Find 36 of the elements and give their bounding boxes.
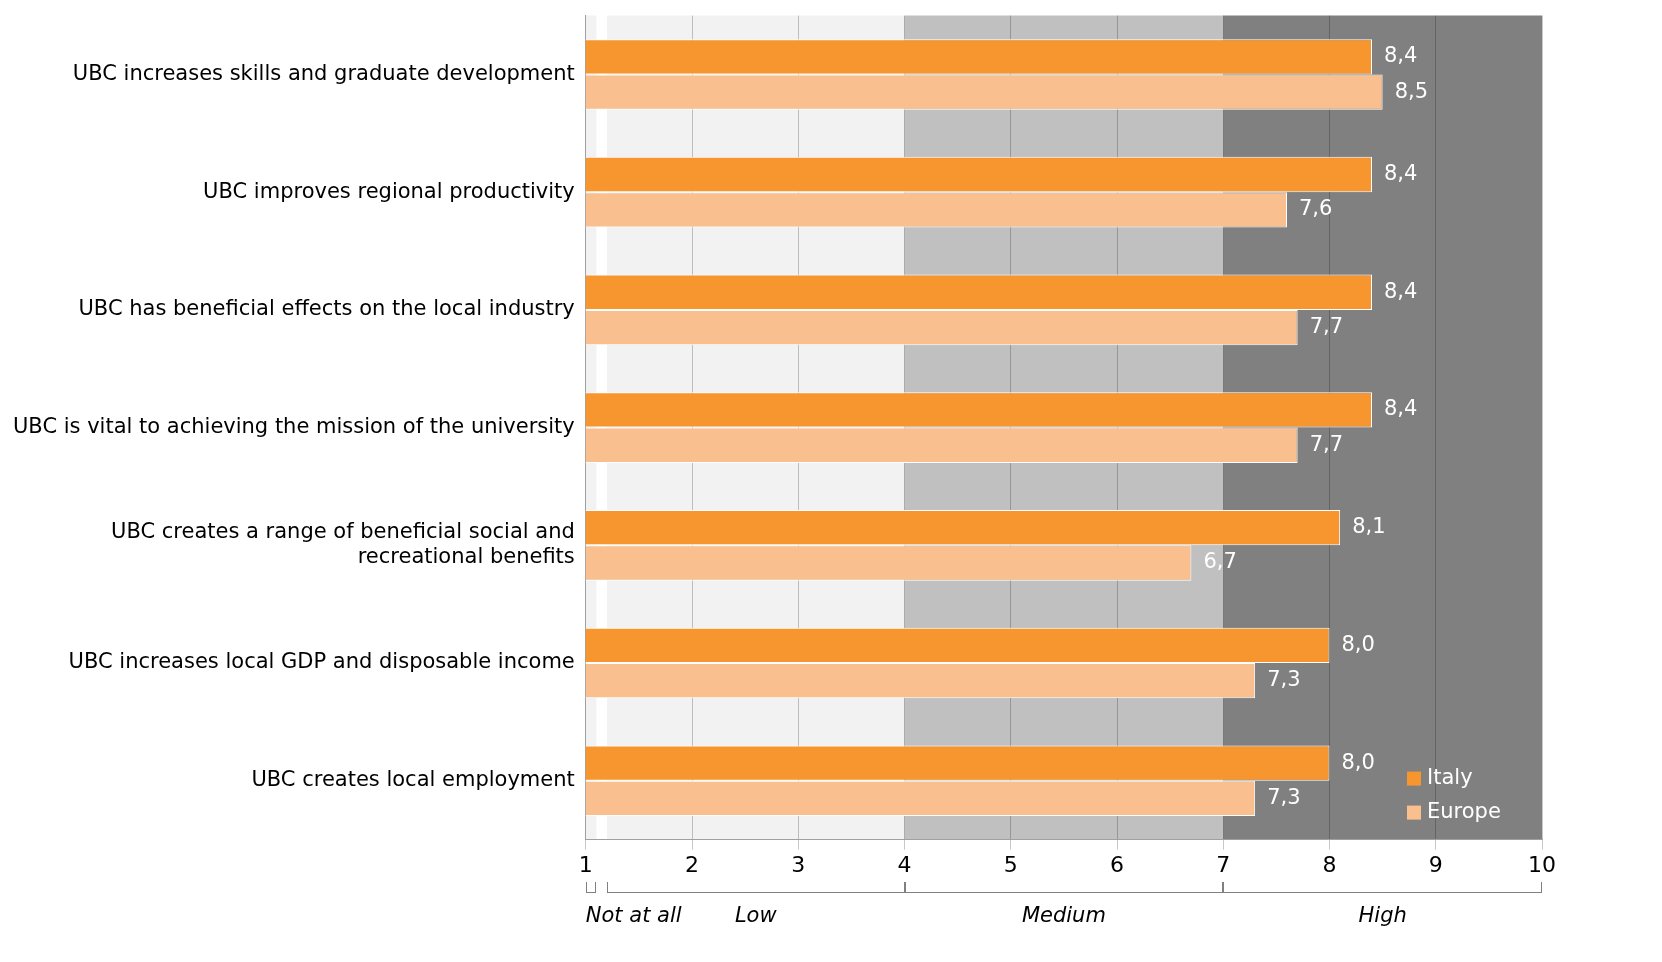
data-label: 7,3 xyxy=(1267,784,1301,809)
band-label: Medium xyxy=(1021,902,1106,927)
data-label: 7,6 xyxy=(1299,196,1333,221)
y-tick-label: UBC increases skills and graduate development xyxy=(72,60,575,85)
x-tick-label: 2 xyxy=(685,851,700,877)
data-label: 8,5 xyxy=(1394,78,1429,103)
y-tick-label: UBC creates local employment xyxy=(251,767,575,792)
y-tick-label: UBC increases local GDP and disposable income xyxy=(68,649,575,674)
band-label: High xyxy=(1358,902,1407,927)
data-label: 8,0 xyxy=(1341,749,1375,774)
x-tick-label: 10 xyxy=(1528,851,1556,877)
data-label: 7,7 xyxy=(1309,314,1344,338)
data-label: 8,0 xyxy=(1341,631,1375,656)
data-label: 8,4 xyxy=(1384,160,1418,185)
y-tick-label: UBC is vital to achieving the mission of the university xyxy=(12,414,575,439)
x-tick-label: 5 xyxy=(1003,851,1018,877)
x-tick-label: 4 xyxy=(897,851,912,877)
legend-label: Europe xyxy=(1427,799,1501,824)
data-label: 8,4 xyxy=(1384,278,1418,303)
data-label: 7,7 xyxy=(1309,431,1344,456)
y-tick-label: UBC creates a range of beneficial social and recreational benefits xyxy=(111,519,575,569)
data-label: 8,4 xyxy=(1384,43,1418,68)
legend-label: Italy xyxy=(1427,765,1473,790)
data-label: 7,3 xyxy=(1267,667,1301,692)
x-tick-label: 7 xyxy=(1216,851,1231,877)
band-label: Low xyxy=(734,902,778,927)
x-tick-label: 3 xyxy=(791,851,806,877)
band-label: Not at all xyxy=(585,902,682,927)
y-tick-label: UBC has beneficial effects on the local industry xyxy=(78,296,575,321)
x-tick-label: 6 xyxy=(1110,851,1125,877)
data-label: 8,4 xyxy=(1384,396,1418,421)
x-tick-label: 9 xyxy=(1428,851,1443,877)
y-tick-label: UBC improves regional productivity xyxy=(203,178,575,203)
x-tick-label: 1 xyxy=(578,851,593,877)
x-tick-label: 8 xyxy=(1322,851,1337,877)
data-label: 8,1 xyxy=(1352,514,1386,539)
